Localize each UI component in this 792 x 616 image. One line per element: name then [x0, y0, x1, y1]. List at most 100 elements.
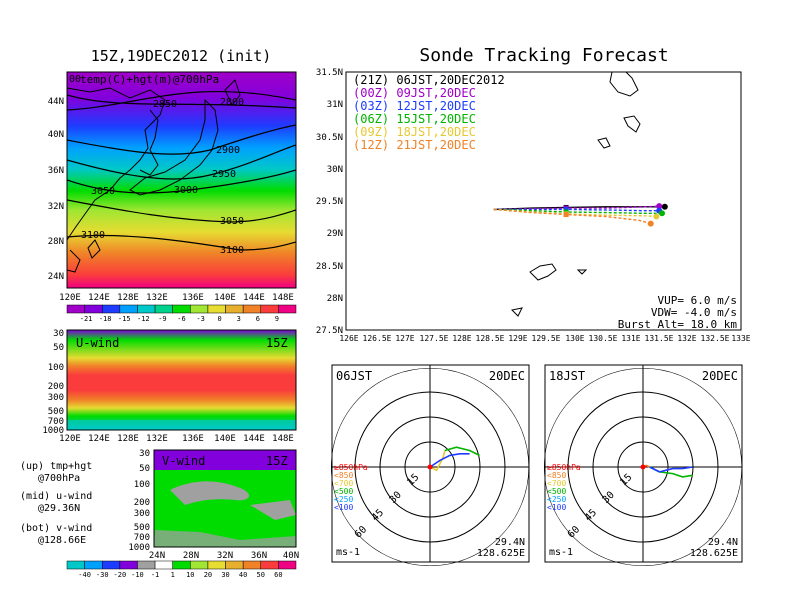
pressure-legend-entry: <250 — [334, 495, 353, 504]
panel-notes: (up) tmp+hgt @700hPa (mid) u-wind @29.36… — [20, 461, 92, 546]
p-tick-label: 100 — [134, 480, 150, 490]
p-tick-label: 300 — [134, 509, 150, 519]
v-wind-frame — [153, 449, 297, 548]
u-wind-time: 15Z — [266, 336, 288, 350]
track-series-line — [493, 208, 662, 214]
colorbar-cell — [242, 560, 262, 570]
colorbar-label: -3 — [196, 315, 204, 323]
lon-tick-label: 132E — [146, 293, 168, 303]
pressure-legend-entry: <500 — [547, 487, 566, 496]
pressure-legend-entry: <850 — [547, 471, 566, 480]
lat-tick-label: 28N — [183, 551, 199, 561]
colorbar-cell — [84, 560, 103, 570]
v-wind-grey-patch — [170, 481, 250, 505]
map-lat-ticks: 44N 40N 36N 32N 28N 24N — [48, 97, 64, 282]
lon-tick-label: 140E — [214, 293, 236, 303]
note-line: (up) tmp+hgt — [20, 461, 92, 472]
lon-tick-label: 127E — [395, 334, 414, 343]
colorbar-cell — [84, 304, 103, 314]
colorbar-cell — [66, 560, 85, 570]
pressure-legend-entry: <850 — [334, 471, 353, 480]
param-vdw: VDW= -4.0 m/s — [651, 306, 737, 319]
contour-line — [67, 94, 296, 109]
track-endpoint — [656, 203, 663, 210]
lon-tick-label: 127.5E — [420, 334, 449, 343]
hodograph-units: ms-1 — [336, 547, 360, 558]
lat-tick-label: 31N — [327, 100, 343, 110]
colorbar-cell — [225, 304, 244, 314]
hodograph-lat: 29.4N — [495, 537, 525, 548]
colorbar-cell — [278, 304, 297, 314]
colorbar-cell — [278, 560, 297, 570]
lat-tick-label: 24N — [48, 272, 64, 282]
colorbar-cell — [137, 304, 156, 314]
map-frame — [66, 71, 297, 289]
colorbar-cell — [190, 560, 209, 570]
hodograph-date: 20DEC — [702, 369, 738, 383]
hodograph-trace — [649, 466, 693, 473]
colorbar-cell — [225, 560, 244, 570]
track-marker — [563, 212, 569, 218]
colorbar-label: -10 — [131, 571, 144, 579]
colorbar-label: 40 — [239, 571, 247, 579]
lon-tick-label: 132E — [146, 434, 168, 444]
colorbar-cell — [137, 560, 156, 570]
contour-label: 3050 — [91, 186, 115, 197]
lat-tick-label: 29N — [327, 229, 343, 239]
hodograph-origin — [427, 464, 433, 470]
contour-label: 2800 — [220, 97, 244, 108]
contour-label: 2850 — [153, 99, 177, 110]
colorbar-label: 10 — [186, 571, 194, 579]
v-wind-time: 15Z — [266, 454, 288, 468]
lat-tick-label: 27.5N — [316, 326, 343, 336]
lon-tick-label: 131.5E — [645, 334, 674, 343]
contour-label: 3100 — [220, 245, 244, 256]
p-tick-label: 200 — [48, 382, 64, 392]
lat-tick-label: 30.5N — [316, 133, 343, 143]
map-corner-label: 00 — [69, 74, 81, 85]
colorbar-cell — [172, 304, 191, 314]
track-lon-ticks: 126E 126.5E 127E 127.5E 128E 128.5E 129E… — [339, 334, 750, 343]
legend-entry: (06Z) 15JST,20DEC — [353, 112, 476, 126]
colorbar-label: 1 — [171, 571, 175, 579]
pressure-legend-entry: <700 — [334, 479, 353, 488]
track-series-line — [493, 208, 660, 212]
colorbar-cell — [242, 304, 262, 314]
colorbar-label: 30 — [221, 571, 229, 579]
lon-tick-label: 128E — [117, 293, 139, 303]
track-series-line — [493, 208, 651, 225]
p-tick-label: 500 — [134, 523, 150, 533]
lon-tick-label: 128E — [117, 434, 139, 444]
lon-tick-label: 130E — [565, 334, 584, 343]
note-line: @128.66E — [38, 535, 86, 546]
u-wind-field — [67, 330, 296, 430]
u-wind-p-ticks: 30 50 100 200 300 500 700 1000 — [42, 329, 64, 436]
legend-entry: (00Z) 09JST,20DEC — [353, 86, 476, 100]
legend-entry: (21Z) 06JST,20DEC2012 — [353, 73, 505, 87]
pressure-legend-entry: <250 — [547, 495, 566, 504]
u-wind-panel: U-wind 15Z 30 50 100 200 300 500 700 100… — [42, 329, 297, 444]
lon-tick-label: 132E — [677, 334, 696, 343]
colorbar-label: 50 — [257, 571, 265, 579]
param-vup: VUP= 6.0 m/s — [658, 294, 737, 307]
p-tick-label: 500 — [48, 407, 64, 417]
colorbar-label: -12 — [137, 315, 150, 323]
colorbar-label: -30 — [96, 571, 109, 579]
pressure-legend-entry: <100 — [547, 503, 566, 512]
track-legend: (21Z) 06JST,20DEC2012 (00Z) 09JST,20DEC … — [353, 73, 505, 152]
colorbar-label: 60 — [274, 571, 282, 579]
pressure-legend-entry: <100 — [334, 503, 353, 512]
track-endpoint — [653, 213, 660, 220]
map-label: temp(C)+hgt(m)@700hPa — [80, 73, 219, 86]
v-wind-p-ticks: 30 50 100 200 300 500 700 1000 — [128, 449, 150, 553]
pressure-legend-entry: ≥850hPa — [547, 463, 581, 472]
track-plot: (21Z) 06JST,20DEC2012 (00Z) 09JST,20DEC … — [316, 68, 751, 343]
track-params: VUP= 6.0 m/s VDW= -4.0 m/s Burst Alt= 18… — [618, 294, 738, 331]
contour-label: 3050 — [220, 216, 244, 227]
colorbar-label: -15 — [118, 315, 131, 323]
right-title: Sonde Tracking Forecast — [419, 45, 668, 66]
hodograph-trace — [444, 446, 480, 457]
lon-tick-label: 120E — [59, 293, 81, 303]
contour-line — [67, 144, 296, 180]
